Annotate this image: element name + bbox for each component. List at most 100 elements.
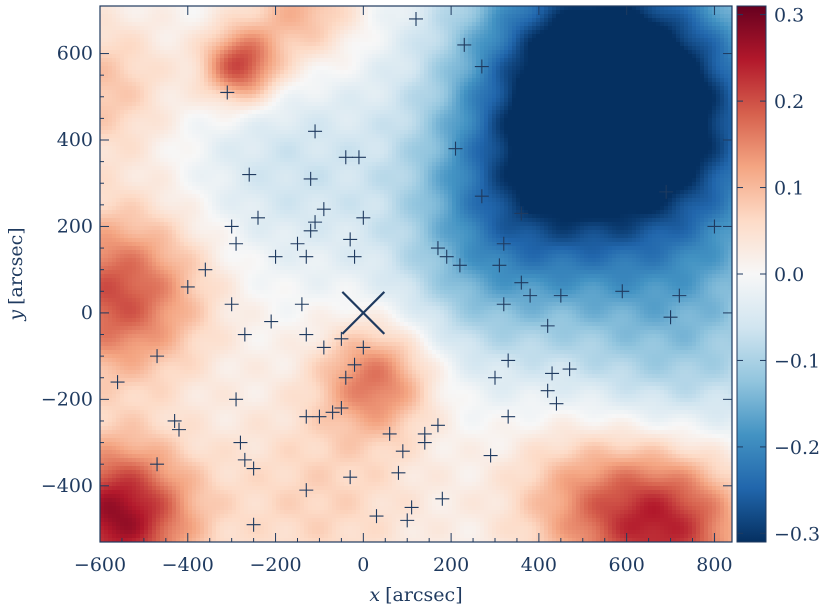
plus-marker [246, 517, 261, 532]
plus-marker [351, 150, 366, 165]
plus-marker [229, 236, 244, 251]
plus-marker [316, 340, 331, 355]
x-tick-label: 600 [609, 554, 645, 576]
plus-marker [251, 210, 265, 225]
y-tick-label: 400 [57, 129, 93, 151]
marker-layer [110, 11, 722, 532]
plus-marker [308, 215, 323, 230]
plus-marker [334, 401, 349, 415]
plus-marker [356, 210, 371, 225]
plus-marker [615, 284, 630, 299]
plus-marker [492, 258, 507, 273]
colorbar-tick-label: −0.1 [774, 350, 820, 372]
plus-marker [299, 249, 314, 264]
plus-marker [237, 452, 252, 467]
plus-marker [264, 314, 279, 329]
colorbar-tick-label: 0.2 [774, 91, 804, 113]
plus-marker [343, 470, 358, 485]
plus-marker [404, 500, 419, 515]
y-tick-label: −400 [41, 475, 93, 497]
x-tick-label: 800 [696, 554, 732, 576]
plus-marker [553, 288, 568, 303]
center-x-stroke [341, 291, 386, 335]
plus-marker [483, 448, 498, 463]
plus-marker [224, 297, 239, 312]
x-tick-label: −400 [162, 554, 214, 576]
plus-marker [347, 357, 362, 372]
plus-marker [391, 465, 406, 480]
plot-frame [99, 5, 733, 543]
x-axis-title: x [arcsec] [369, 584, 462, 606]
x-tick-label: −600 [74, 554, 126, 576]
center-x-marker [341, 291, 386, 335]
plus-marker [474, 59, 489, 74]
plus-marker [334, 331, 349, 346]
plus-marker [338, 150, 353, 165]
plus-marker [435, 491, 450, 506]
plus-marker [237, 327, 252, 342]
plus-marker [417, 435, 432, 450]
y-tick-label: 600 [57, 43, 93, 65]
plus-marker [382, 426, 397, 441]
plus-marker [409, 11, 423, 26]
colorbar-tick-label: −0.2 [774, 437, 820, 459]
plus-marker [540, 318, 555, 333]
plus-marker [457, 37, 472, 52]
colorbar-tick-label: −0.3 [774, 523, 820, 545]
plus-marker [299, 327, 314, 342]
plus-marker [110, 375, 125, 390]
y-tick-label: −200 [41, 388, 93, 410]
plus-marker [540, 383, 555, 398]
colorbar-tick-label: 0.0 [774, 264, 804, 286]
colorbar-axis: 0.3 0.2 0.1 0.0 −0.1 −0.2 −0.3 [737, 5, 820, 545]
x-tick-label: 400 [521, 554, 557, 576]
plus-marker [549, 396, 564, 411]
plus-marker [312, 409, 327, 424]
y-tick-label: 200 [57, 215, 93, 237]
plus-marker [303, 171, 318, 186]
plus-marker [400, 513, 415, 528]
plus-marker [474, 189, 489, 204]
plus-marker [308, 124, 323, 139]
plus-marker [172, 422, 186, 437]
plus-marker [707, 219, 722, 234]
plus-marker [356, 340, 371, 355]
plus-marker [439, 249, 454, 264]
plus-marker [294, 297, 309, 312]
y-axis-title: y[arcsec] [5, 227, 27, 321]
plus-marker [514, 275, 529, 290]
plus-marker [290, 236, 305, 251]
plus-marker [150, 457, 165, 472]
plus-marker [496, 297, 511, 312]
plus-marker [496, 236, 511, 251]
plus-marker [180, 279, 195, 294]
plus-marker [229, 392, 244, 407]
plus-marker [233, 435, 248, 450]
x-tick-label: 0 [357, 554, 369, 576]
plus-marker [316, 202, 331, 217]
y-axis: −400 −200 0 200 400 600 [41, 43, 732, 497]
plus-marker [523, 288, 538, 303]
plus-marker [242, 167, 257, 182]
x-tick-label: −200 [249, 554, 301, 576]
plus-marker [224, 219, 239, 234]
plus-marker [268, 249, 283, 264]
plus-marker [369, 509, 384, 524]
plus-marker [347, 249, 362, 264]
plus-marker [167, 413, 182, 428]
plus-marker [325, 405, 340, 420]
plus-marker [672, 288, 687, 303]
plus-marker [299, 483, 314, 498]
plus-marker [299, 409, 314, 424]
plus-marker [488, 370, 502, 385]
x-tick-label: 200 [433, 554, 469, 576]
plus-marker [659, 184, 674, 199]
plus-marker [663, 310, 678, 325]
plus-marker [501, 409, 516, 424]
y-tick-label: 0 [81, 302, 93, 324]
plus-marker [198, 262, 213, 277]
heatmap-field [100, 6, 732, 542]
plus-marker [562, 362, 577, 377]
plus-marker [452, 258, 467, 273]
